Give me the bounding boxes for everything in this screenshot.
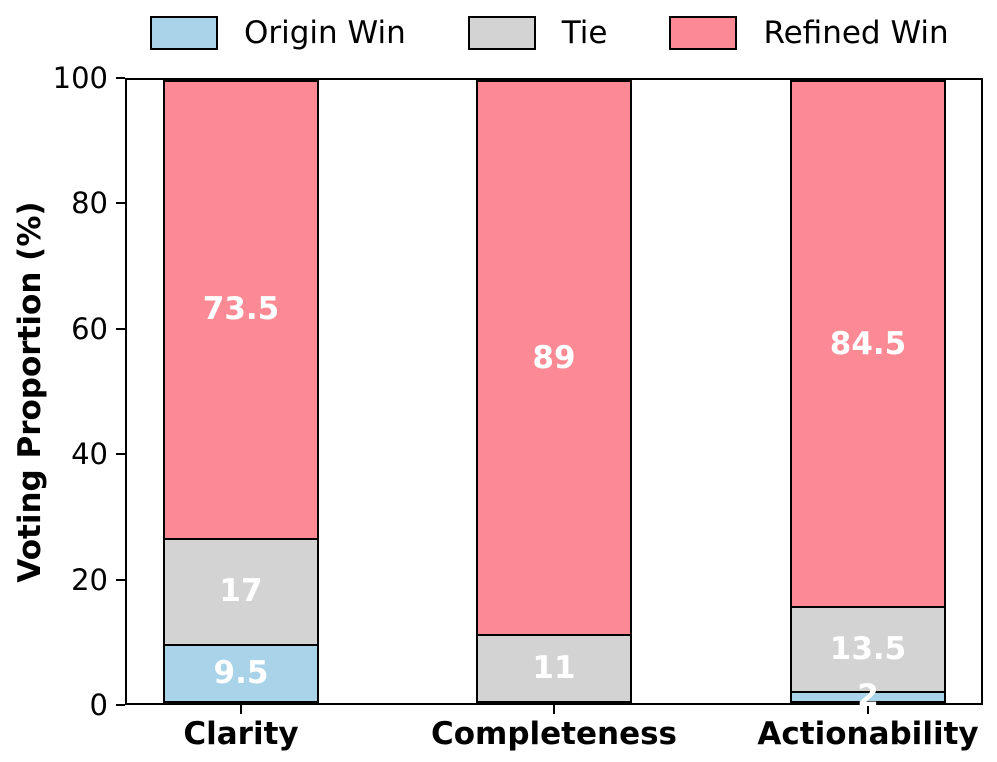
bar-segment-tie: 13.5: [790, 606, 946, 693]
bar-segment-refined-win: 84.5: [790, 80, 946, 609]
legend-label: Refined Win: [763, 14, 949, 51]
x-tick-label-actionability: Actionability: [757, 716, 979, 752]
bar-value-label: 2: [857, 678, 879, 715]
legend: Origin Win Tie Refined Win: [150, 16, 949, 50]
x-tick-mark: [240, 705, 242, 714]
bar-segment-origin-win: 9.5: [163, 643, 319, 703]
y-tick-mark: [116, 579, 125, 581]
bar-segment-refined-win: 89: [476, 80, 632, 637]
legend-item-2: Refined Win: [669, 14, 949, 51]
bar-value-label: 9.5: [213, 654, 269, 691]
legend-label: Origin Win: [244, 14, 406, 51]
legend-item-1: Tie: [467, 14, 608, 51]
y-tick-label: 0: [89, 688, 108, 722]
legend-swatch-icon: [467, 16, 536, 50]
y-tick-mark: [116, 704, 125, 706]
bar-value-label: 17: [219, 573, 263, 610]
y-tick-label: 20: [71, 563, 108, 597]
bar-value-label: 13.5: [829, 631, 907, 667]
y-tick-label: 60: [71, 312, 108, 346]
y-tick-label: 40: [71, 437, 108, 471]
legend-swatch-icon: [669, 16, 738, 50]
bar-value-label: 73.5: [202, 291, 280, 328]
y-tick-mark: [116, 77, 125, 79]
bar-stack-completeness: 11 89: [476, 80, 632, 703]
y-tick-label: 100: [52, 61, 108, 95]
bar-value-label: 11: [532, 650, 576, 687]
x-tick-label-clarity: Clarity: [183, 716, 299, 752]
legend-swatch-icon: [150, 16, 218, 50]
bar-segment-origin-win: 2: [790, 681, 946, 712]
bar-segment-tie: 11: [476, 634, 632, 703]
bar-value-label: 84.5: [829, 325, 907, 362]
x-tick-mark: [553, 705, 555, 714]
y-axis-label: Voting Proportion (%): [12, 201, 48, 583]
bar-segment-tie: 17: [163, 537, 319, 646]
x-tick-mark: [867, 705, 869, 714]
legend-label: Tie: [561, 14, 608, 51]
y-tick-mark: [116, 453, 125, 455]
bar-stack-actionability: 2 13.5 84.5: [790, 80, 946, 712]
bar-stack-clarity: 9.5 17 73.5: [163, 80, 319, 703]
y-tick-mark: [116, 202, 125, 204]
x-tick-label-completeness: Completeness: [430, 716, 678, 752]
bar-value-label: 89: [532, 339, 576, 376]
y-tick-mark: [116, 328, 125, 330]
y-tick-label: 80: [71, 186, 108, 220]
legend-item-0: Origin Win: [150, 16, 406, 50]
plot-area: 9.5 17 73.5 11 89 2 13.5 84.5: [125, 78, 983, 712]
bar-segment-refined-win: 73.5: [163, 80, 319, 540]
